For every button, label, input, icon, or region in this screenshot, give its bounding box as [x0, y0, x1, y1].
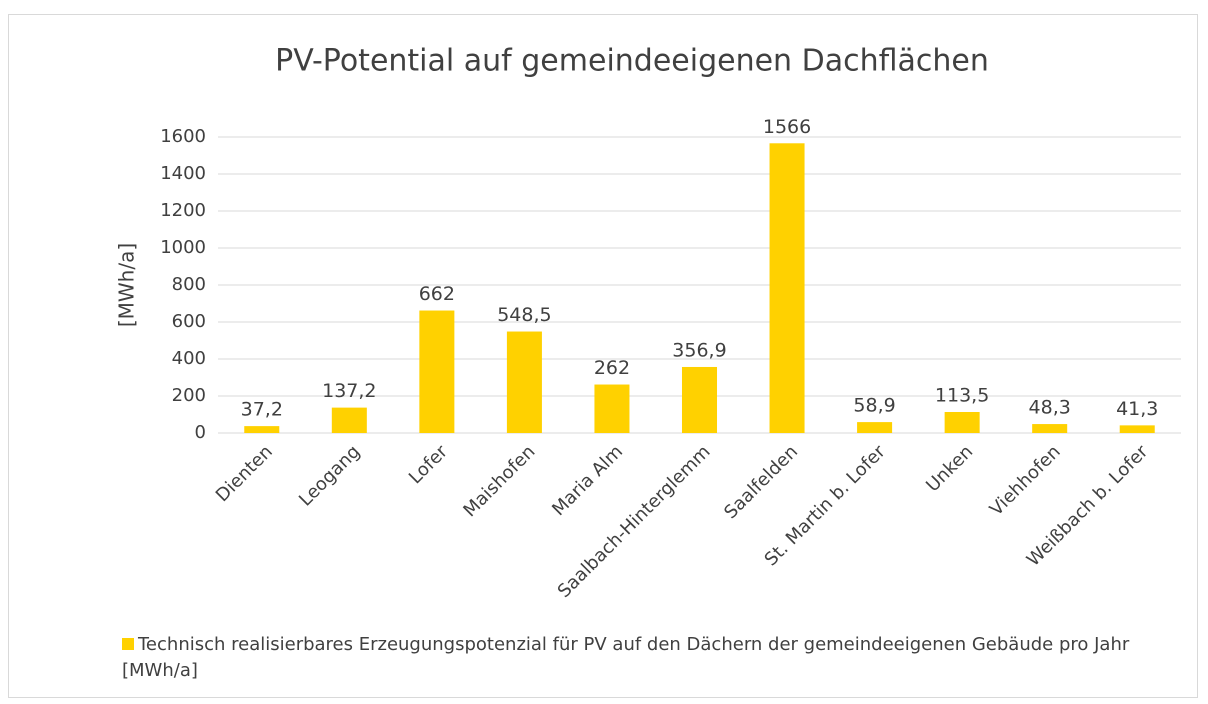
data-label: 548,5 — [497, 304, 551, 326]
data-label: 662 — [419, 283, 455, 305]
bar — [944, 412, 980, 433]
y-tick-label: 800 — [172, 274, 206, 295]
bar — [1119, 425, 1155, 433]
x-tick-label: Maishofen — [459, 441, 539, 521]
y-tick-label: 400 — [172, 348, 206, 369]
y-tick-label: 1000 — [160, 237, 206, 258]
data-label: 262 — [594, 357, 630, 379]
bar — [244, 426, 280, 433]
chart-title: PV-Potential auf gemeindeeigenen Dachflä… — [275, 44, 989, 79]
y-tick-label: 200 — [172, 385, 206, 406]
bar — [594, 384, 630, 433]
data-label: 113,5 — [935, 385, 989, 407]
x-tick-label: Lofer — [405, 441, 452, 488]
x-tick-label: Leogang — [295, 441, 364, 510]
bar — [506, 331, 542, 433]
y-axis-label: [MWh/a] — [115, 243, 139, 327]
bar — [681, 366, 718, 433]
y-tick-label: 0 — [195, 422, 206, 443]
y-tick-label: 1400 — [160, 163, 206, 184]
data-label: 48,3 — [1029, 397, 1071, 419]
bar — [769, 143, 805, 434]
data-label: 1566 — [763, 116, 811, 138]
y-tick-label: 1600 — [160, 126, 206, 147]
x-tick-label: Saalbach-Hinterglemm — [554, 441, 715, 602]
x-tick-label: Maria Alm — [548, 441, 627, 520]
legend-swatch — [122, 638, 134, 650]
bar — [1032, 424, 1068, 433]
x-tick-label: Viehhofen — [986, 441, 1065, 520]
legend: Technisch realisierbares Erzeugungspoten… — [122, 632, 1132, 684]
data-label: 356,9 — [672, 339, 726, 361]
data-label: 58,9 — [853, 395, 895, 417]
data-label: 41,3 — [1116, 398, 1158, 420]
legend-label: Technisch realisierbares Erzeugungspoten… — [122, 634, 1130, 681]
bar — [331, 407, 367, 433]
bar — [419, 310, 455, 433]
data-label: 37,2 — [241, 399, 283, 421]
bar — [857, 422, 893, 433]
y-tick-label: 600 — [172, 311, 206, 332]
x-tick-label: Dienten — [212, 441, 277, 506]
data-label: 137,2 — [322, 380, 376, 402]
chart-frame — [8, 14, 1198, 698]
x-tick-label: Saalfelden — [720, 441, 802, 523]
y-tick-label: 1200 — [160, 200, 206, 221]
x-tick-label: Unken — [922, 441, 977, 496]
